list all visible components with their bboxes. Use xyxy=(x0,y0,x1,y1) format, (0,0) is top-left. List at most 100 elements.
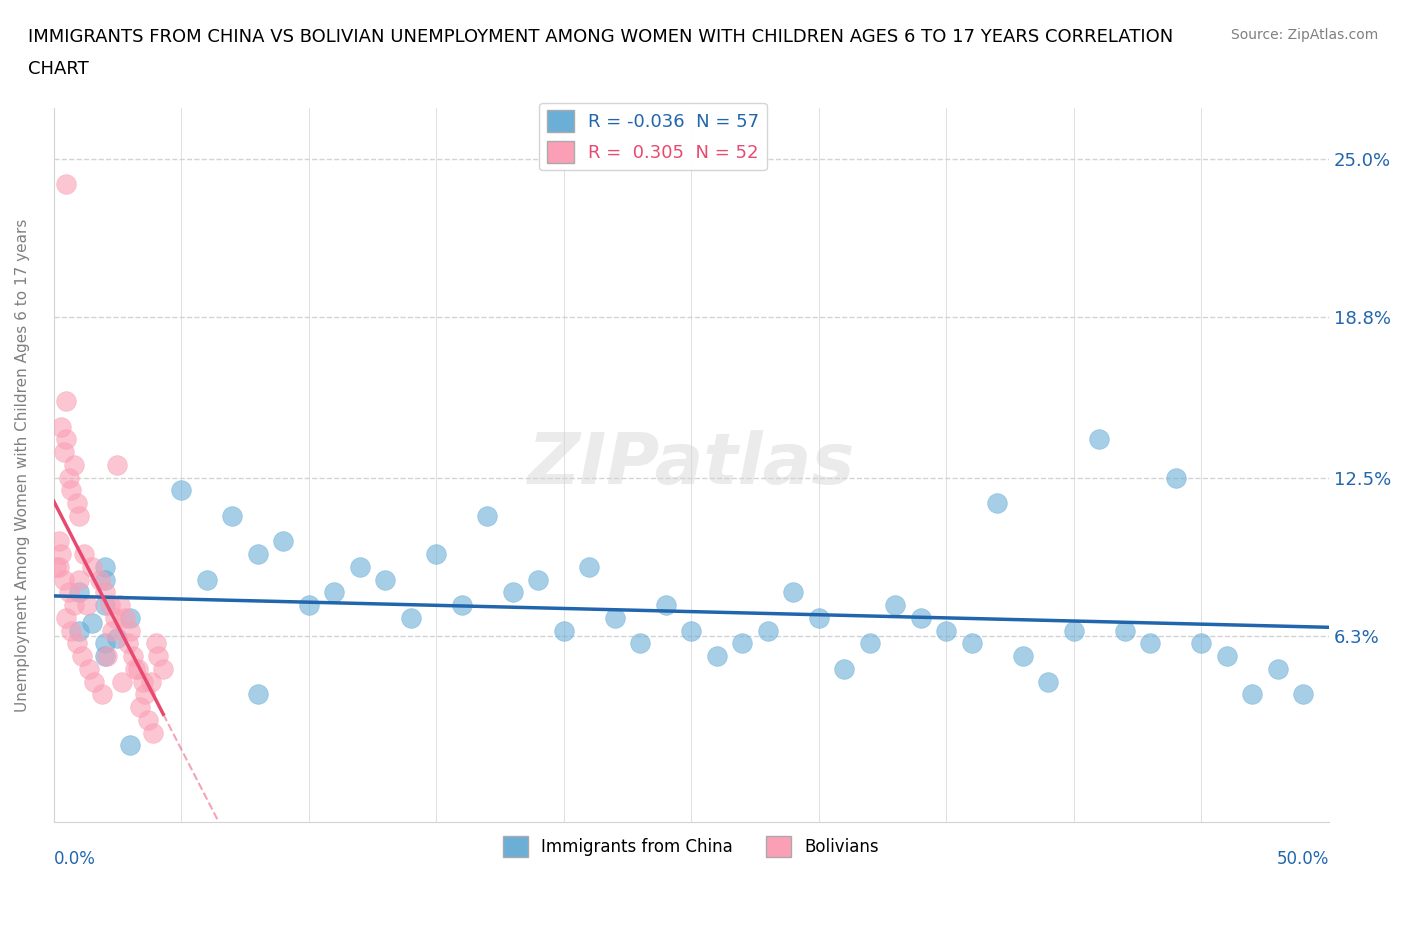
Point xyxy=(170,483,193,498)
Point xyxy=(1114,623,1136,638)
Point xyxy=(93,560,115,575)
Point xyxy=(83,674,105,689)
Point xyxy=(120,610,142,625)
Point xyxy=(832,661,855,676)
Point xyxy=(578,560,600,575)
Point xyxy=(884,598,907,613)
Point xyxy=(114,610,136,625)
Point xyxy=(148,649,170,664)
Point xyxy=(132,674,155,689)
Point xyxy=(80,560,103,575)
Point xyxy=(1139,636,1161,651)
Point xyxy=(93,598,115,613)
Point xyxy=(51,419,73,434)
Legend: Immigrants from China, Bolivians: Immigrants from China, Bolivians xyxy=(496,830,886,863)
Point xyxy=(104,610,127,625)
Point xyxy=(142,725,165,740)
Point xyxy=(136,712,159,727)
Text: IMMIGRANTS FROM CHINA VS BOLIVIAN UNEMPLOYMENT AMONG WOMEN WITH CHILDREN AGES 6 : IMMIGRANTS FROM CHINA VS BOLIVIAN UNEMPL… xyxy=(28,28,1174,46)
Point xyxy=(553,623,575,638)
Point xyxy=(48,560,70,575)
Point xyxy=(98,598,121,613)
Point xyxy=(706,649,728,664)
Point xyxy=(1189,636,1212,651)
Point xyxy=(1216,649,1239,664)
Point xyxy=(527,572,550,587)
Point xyxy=(48,534,70,549)
Point xyxy=(756,623,779,638)
Point xyxy=(55,177,77,192)
Point xyxy=(246,687,269,702)
Point xyxy=(134,687,156,702)
Point xyxy=(111,674,134,689)
Point xyxy=(127,661,149,676)
Point xyxy=(58,471,80,485)
Point xyxy=(1011,649,1033,664)
Point xyxy=(63,598,86,613)
Point xyxy=(93,636,115,651)
Point xyxy=(1292,687,1315,702)
Point xyxy=(986,496,1008,511)
Point xyxy=(67,623,90,638)
Text: 50.0%: 50.0% xyxy=(1277,850,1329,869)
Text: Source: ZipAtlas.com: Source: ZipAtlas.com xyxy=(1230,28,1378,42)
Point xyxy=(807,610,830,625)
Point xyxy=(91,687,114,702)
Point xyxy=(67,585,90,600)
Point xyxy=(67,509,90,524)
Point xyxy=(960,636,983,651)
Point xyxy=(52,572,75,587)
Point xyxy=(323,585,346,600)
Point xyxy=(60,483,83,498)
Point xyxy=(124,661,146,676)
Text: ZIPatlas: ZIPatlas xyxy=(527,431,855,499)
Point xyxy=(450,598,472,613)
Point xyxy=(45,560,67,575)
Point xyxy=(51,547,73,562)
Point xyxy=(1267,661,1289,676)
Point xyxy=(139,674,162,689)
Point xyxy=(55,393,77,408)
Point xyxy=(910,610,932,625)
Point xyxy=(101,623,124,638)
Point xyxy=(73,547,96,562)
Point xyxy=(58,585,80,600)
Point xyxy=(80,616,103,631)
Text: CHART: CHART xyxy=(28,60,89,78)
Point xyxy=(65,636,87,651)
Point xyxy=(681,623,703,638)
Point xyxy=(1164,471,1187,485)
Point xyxy=(145,636,167,651)
Point xyxy=(221,509,243,524)
Point xyxy=(271,534,294,549)
Point xyxy=(731,636,754,651)
Point xyxy=(60,623,83,638)
Point xyxy=(1241,687,1264,702)
Point xyxy=(859,636,882,651)
Point xyxy=(120,737,142,752)
Text: 0.0%: 0.0% xyxy=(53,850,96,869)
Point xyxy=(55,432,77,447)
Point xyxy=(628,636,651,651)
Point xyxy=(121,649,143,664)
Point xyxy=(67,572,90,587)
Point xyxy=(55,610,77,625)
Point xyxy=(93,585,115,600)
Point xyxy=(70,649,93,664)
Point xyxy=(935,623,957,638)
Point xyxy=(79,661,101,676)
Point xyxy=(1038,674,1060,689)
Point xyxy=(1063,623,1085,638)
Point xyxy=(1088,432,1111,447)
Point xyxy=(782,585,804,600)
Point xyxy=(425,547,447,562)
Y-axis label: Unemployment Among Women with Children Ages 6 to 17 years: Unemployment Among Women with Children A… xyxy=(15,219,30,711)
Point xyxy=(129,699,152,714)
Point xyxy=(603,610,626,625)
Point xyxy=(93,572,115,587)
Point xyxy=(120,623,142,638)
Point xyxy=(349,560,371,575)
Point xyxy=(246,547,269,562)
Point xyxy=(105,631,128,645)
Point xyxy=(76,598,98,613)
